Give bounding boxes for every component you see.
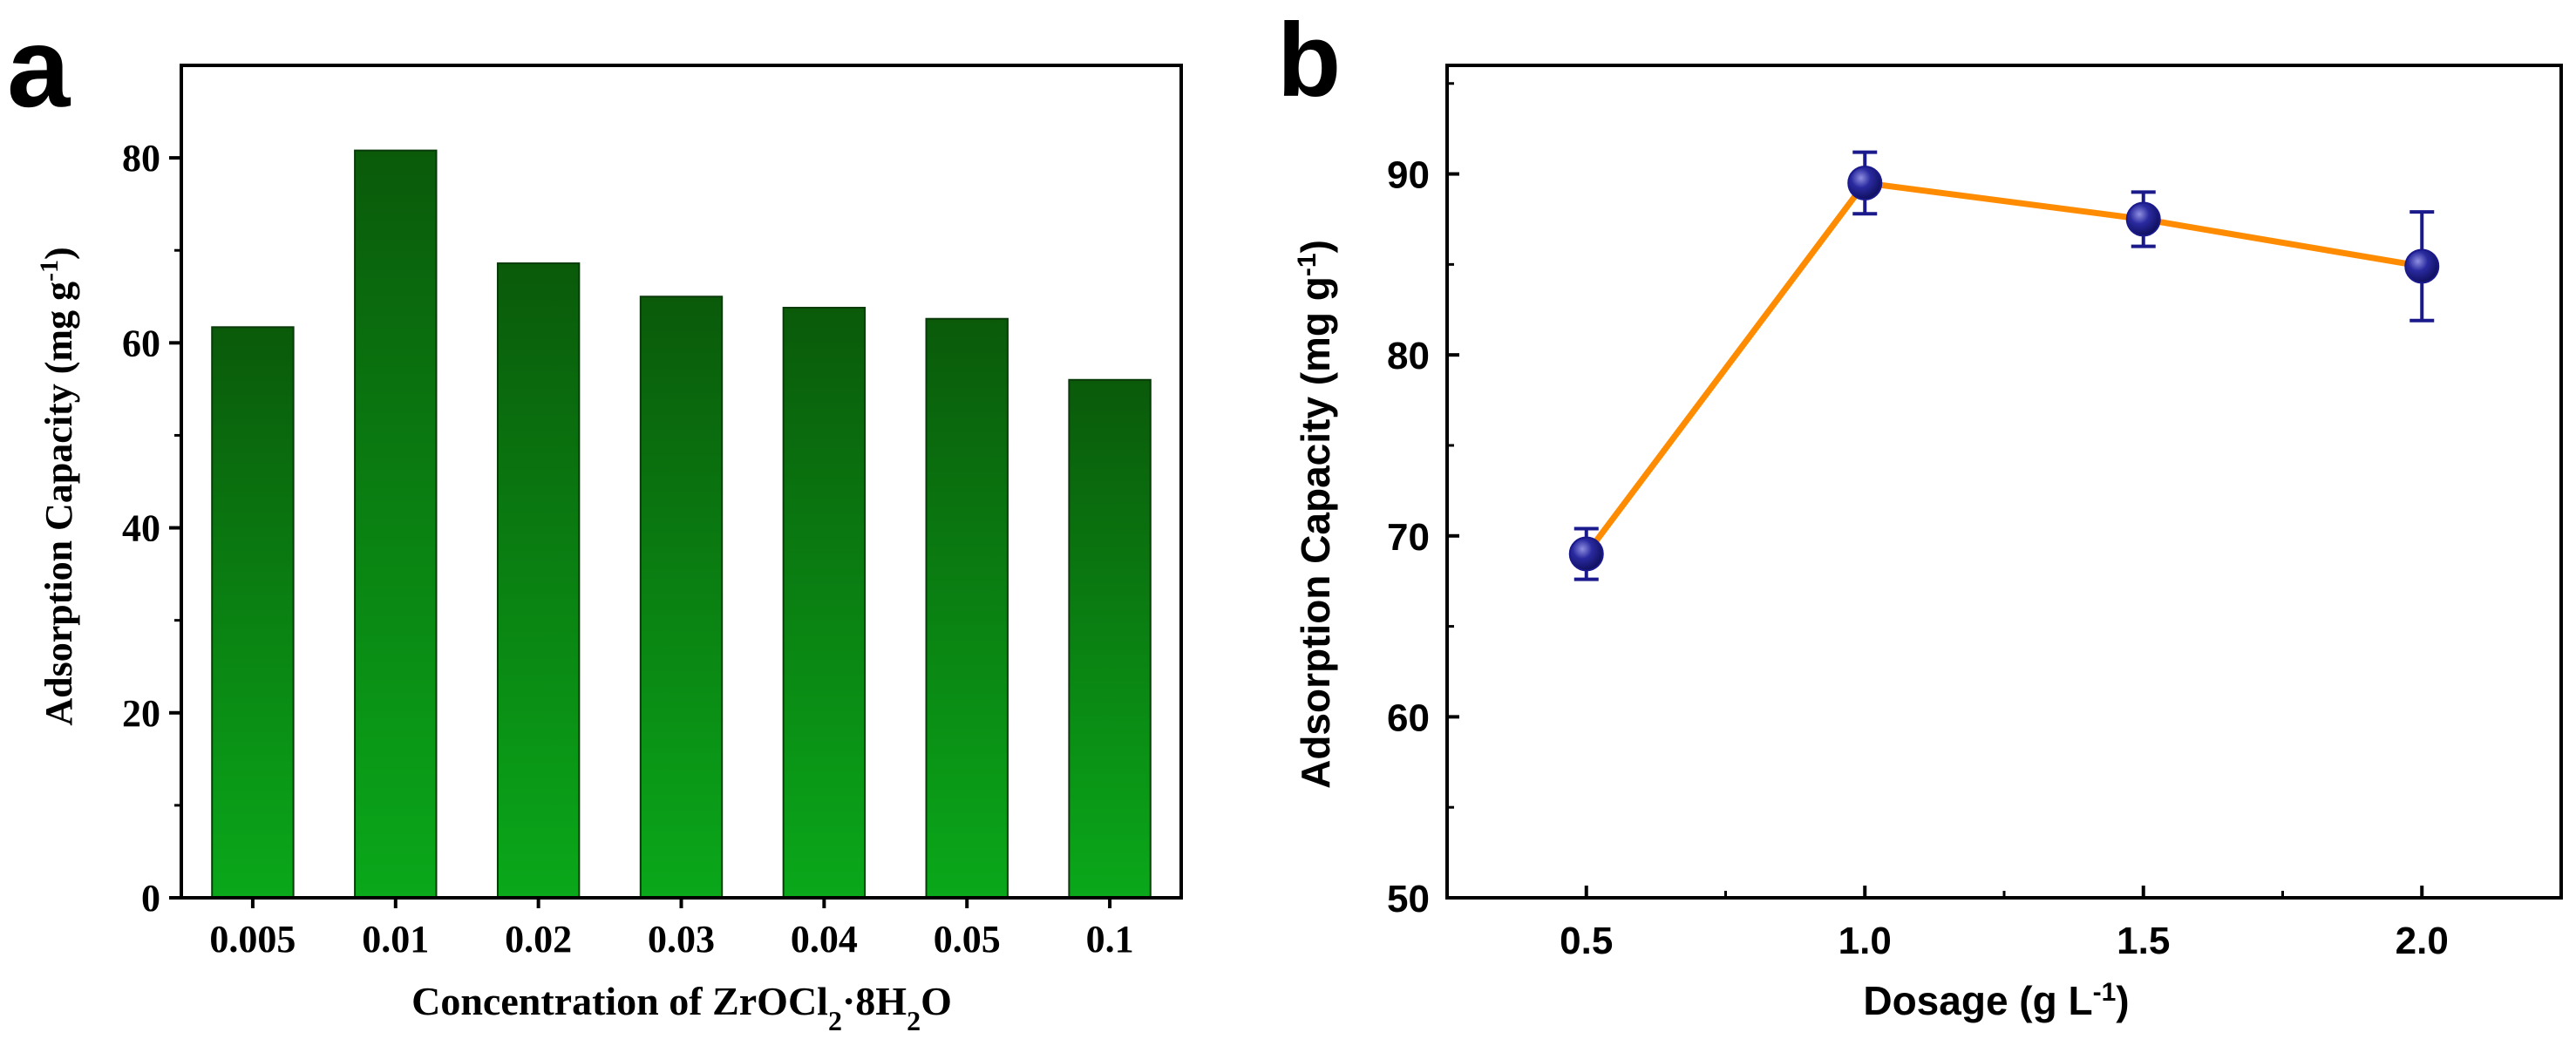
data-point [1847, 165, 1883, 200]
x-tick-label: 2.0 [2396, 920, 2449, 962]
x-ticks-a: 0.005 0.01 0.02 0.03 0.04 0.05 0.1 [209, 898, 1134, 961]
plot-frame-b [1445, 64, 2563, 900]
x-tick-label: 0.05 [934, 918, 1001, 961]
series-line-b [1583, 180, 2423, 556]
panel-a: a 0 20 40 60 80 0.005 0.01 0.02 0.03 0.04 0.05 0.1… [7, 3, 1183, 1036]
y-tick-label: 60 [1387, 696, 1430, 739]
bar-0.05 [925, 317, 1009, 899]
y-tick-label: 80 [122, 137, 160, 180]
bar-0.1 [1068, 378, 1152, 899]
x-tick-label: 0.005 [209, 918, 296, 961]
y-tick-label: 50 [1387, 878, 1430, 920]
x-tick-label: 0.04 [791, 918, 858, 961]
y-tick-label: 90 [1387, 154, 1430, 197]
x-ticks-b: 0.5 1.0 1.5 2.0 [1560, 886, 2449, 962]
y-axis-label-a: Adsorption Capacity (mg g-1) [35, 247, 81, 725]
data-point [2404, 248, 2440, 284]
bar-0.02 [496, 262, 581, 900]
bar-0.03 [639, 295, 724, 899]
y-ticks-a: 0 20 40 60 80 [122, 137, 181, 920]
data-point [2125, 201, 2161, 237]
panel-label-b: b [1277, 2, 1341, 119]
data-points-b [1568, 165, 2440, 572]
y-tick-label: 0 [141, 877, 160, 920]
bar-0.005 [211, 326, 295, 899]
x-tick-label: 1.5 [2117, 920, 2170, 962]
y-axis-label-b: Adsorption Capacity (mg g-1) [1293, 240, 1339, 789]
y-tick-label: 80 [1387, 335, 1430, 377]
y-tick-label: 70 [1387, 516, 1430, 559]
y-tick-label: 20 [122, 692, 160, 735]
bar-0.04 [782, 307, 867, 899]
data-point [1568, 536, 1604, 572]
panel-b: b 50 60 70 80 90 0.5 1.0 1.5 2.0 Adsorption Cap… [1277, 2, 2563, 1024]
x-axis-label-a: Concentration of ZrOCl2·8H2O [411, 979, 952, 1036]
bars-a [211, 149, 1152, 900]
x-tick-label: 0.5 [1560, 920, 1613, 962]
y-tick-label: 40 [122, 507, 160, 550]
y-ticks-b: 50 60 70 80 90 [1387, 82, 1459, 920]
x-tick-label: 0.02 [505, 918, 572, 961]
panel-label-a: a [7, 3, 71, 131]
x-tick-label: 0.1 [1086, 918, 1134, 961]
x-tick-label: 0.03 [648, 918, 715, 961]
x-tick-label: 1.0 [1839, 920, 1892, 962]
bar-0.01 [354, 149, 438, 900]
error-bars-b [1573, 150, 2435, 581]
series-line [1583, 180, 2423, 556]
y-tick-label: 60 [122, 322, 160, 364]
x-tick-label: 0.01 [362, 918, 429, 961]
x-axis-label-b: Dosage (g L-1) [1863, 978, 2129, 1024]
